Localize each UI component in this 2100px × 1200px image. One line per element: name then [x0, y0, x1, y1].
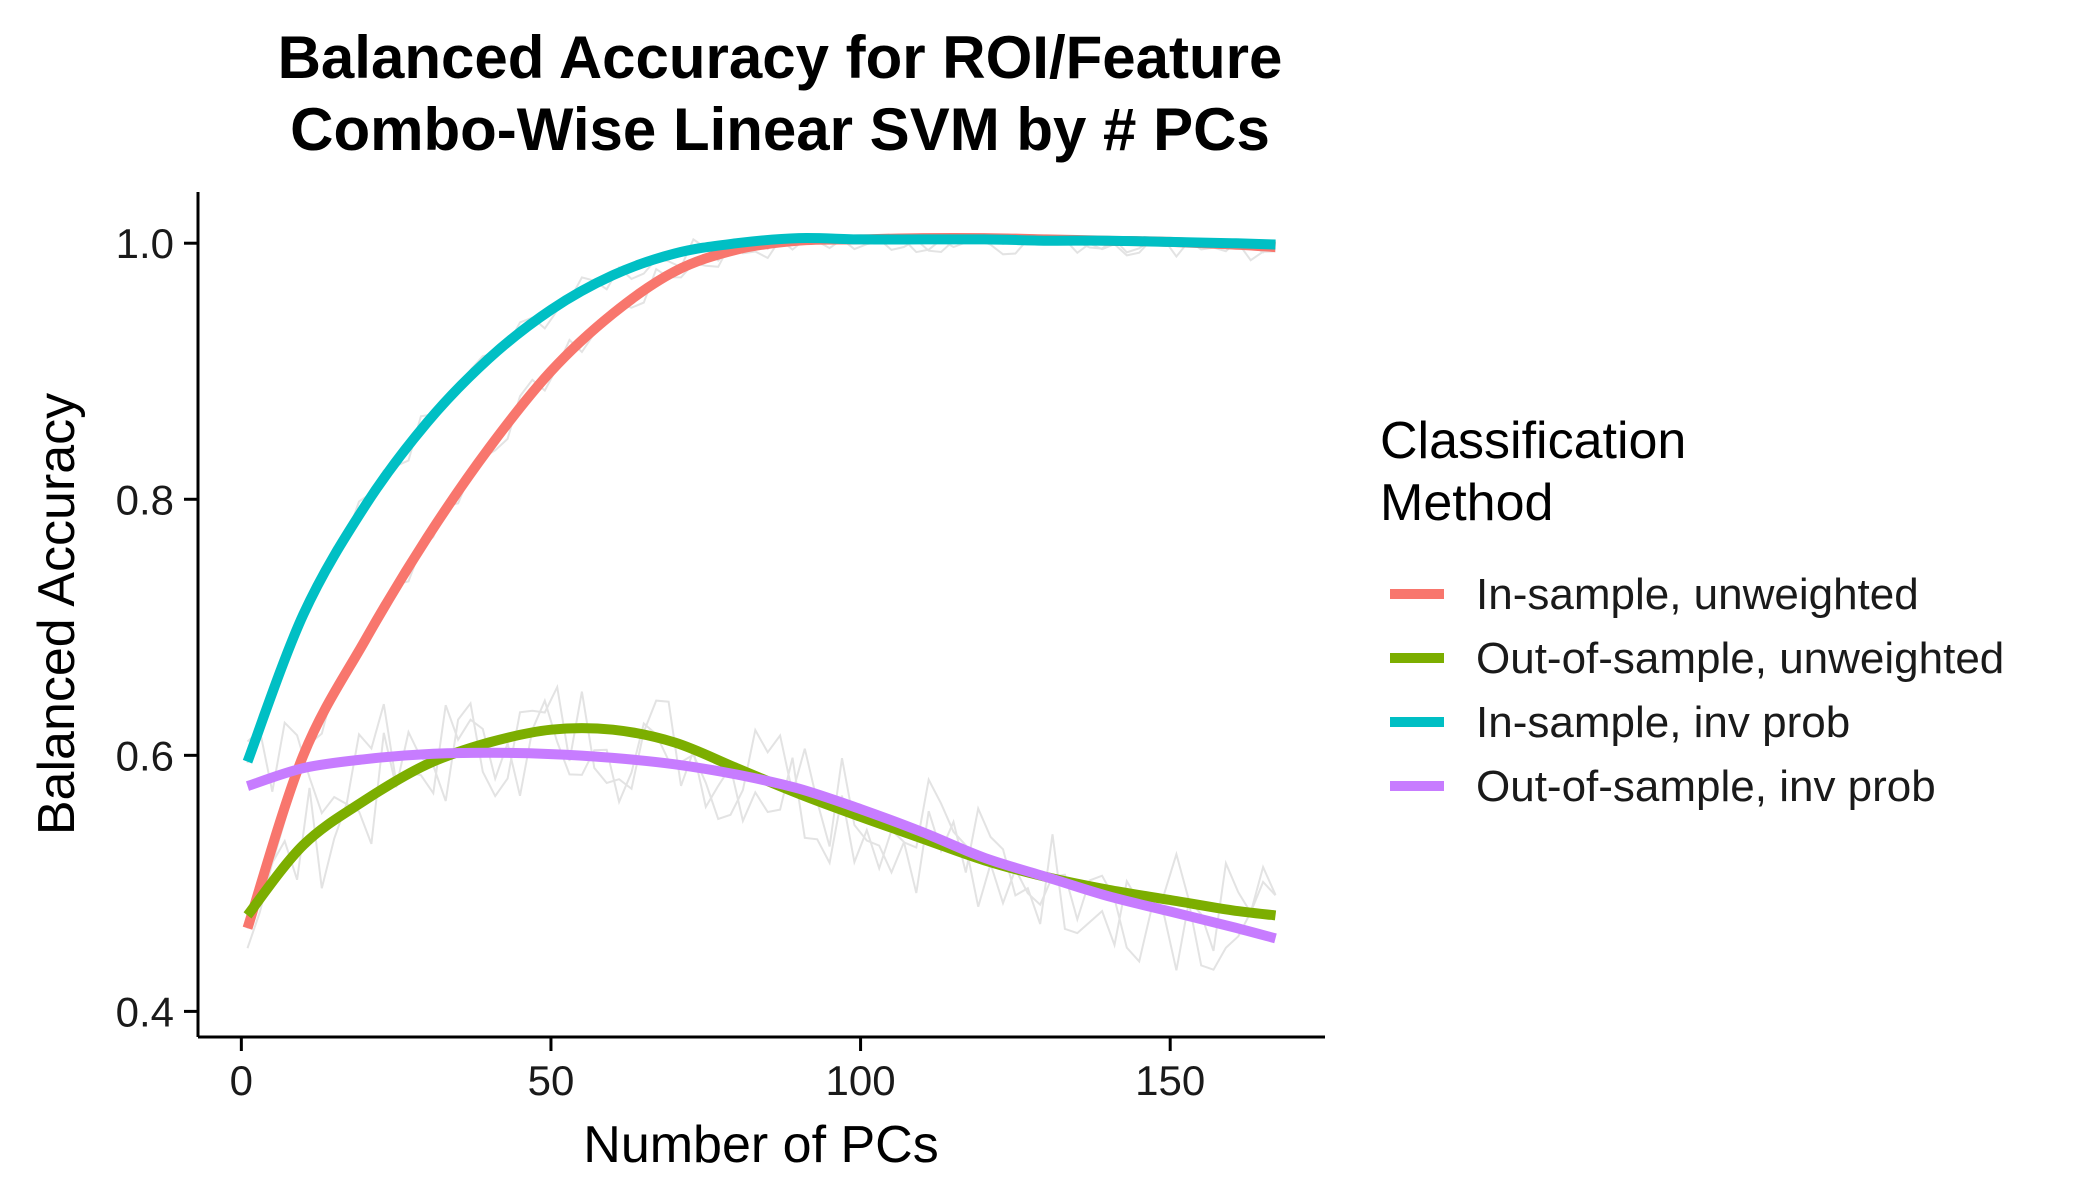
legend-items: In-sample, unweighted Out-of-sample, unwe… — [1390, 570, 2004, 811]
legend: Classification Method In-sample, unweigh… — [1380, 412, 2004, 811]
y-tick-label: 0.8 — [116, 476, 174, 523]
legend-label-3: In-sample, inv prob — [1476, 698, 1850, 747]
chart-title-line-2: Combo-Wise Linear SVM by # PCs — [290, 96, 1270, 163]
legend-title-line-1: Classification — [1380, 412, 1686, 470]
raw-data-traces — [246, 237, 1277, 971]
y-tick-label: 0.6 — [116, 732, 174, 779]
y-tick-label: 0.4 — [116, 988, 174, 1035]
legend-label-4: Out-of-sample, inv prob — [1476, 762, 1936, 811]
x-tick-label: 150 — [1135, 1057, 1205, 1104]
y-axis-title: Balanced Accuracy — [28, 393, 86, 835]
x-axis-ticks: 0 50 100 150 — [230, 1037, 1205, 1104]
x-tick-label: 0 — [230, 1057, 253, 1104]
smoothed-series-lines — [242, 232, 1277, 944]
raw-trace — [246, 237, 1277, 764]
x-axis-title: Number of PCs — [583, 1116, 938, 1174]
series-line-4 — [245, 747, 1277, 944]
y-axis-ticks: 0.4 0.6 0.8 1.0 — [116, 220, 198, 1035]
raw-trace — [246, 683, 1277, 952]
series-line-3 — [242, 232, 1276, 764]
x-tick-label: 100 — [826, 1057, 896, 1104]
legend-label-1: In-sample, unweighted — [1476, 570, 1919, 619]
legend-label-2: Out-of-sample, unweighted — [1476, 634, 2004, 683]
raw-trace — [246, 697, 1277, 971]
x-tick-label: 50 — [528, 1057, 575, 1104]
series-line-1 — [242, 232, 1276, 930]
legend-title-line-2: Method — [1380, 474, 1553, 532]
y-tick-label: 1.0 — [116, 220, 174, 267]
chart-title-line-1: Balanced Accuracy for ROI/Feature — [278, 24, 1283, 91]
